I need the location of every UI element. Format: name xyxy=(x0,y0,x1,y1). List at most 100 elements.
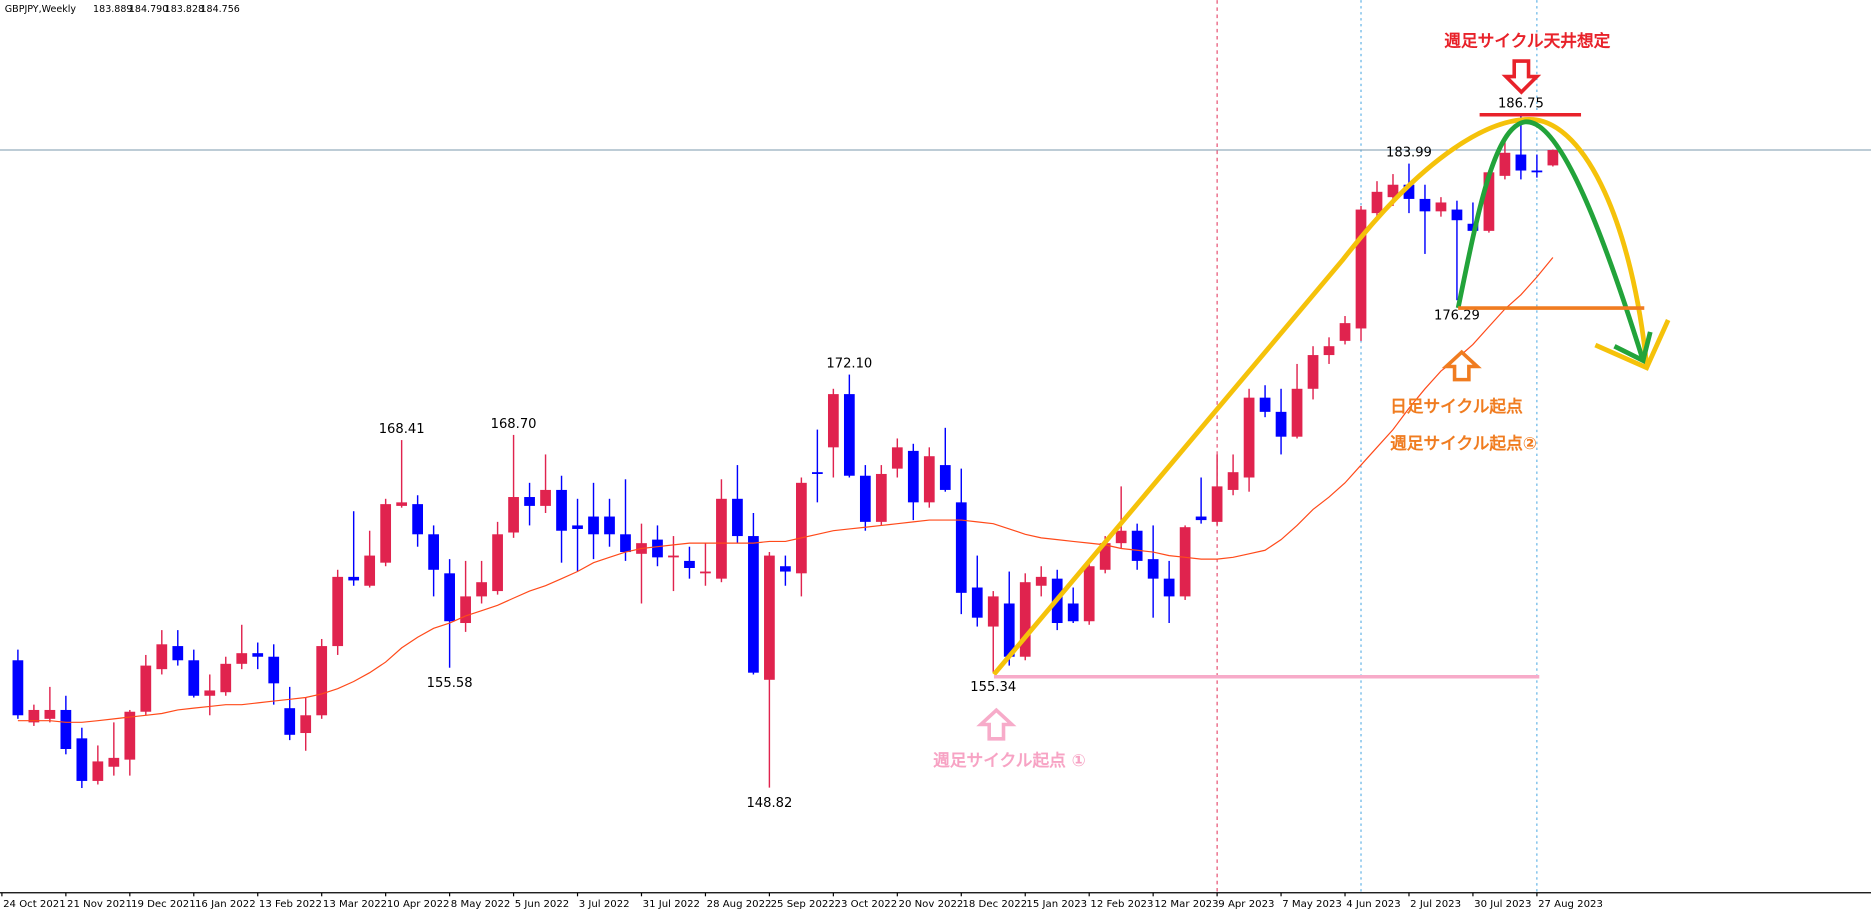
candle-body xyxy=(1179,527,1191,597)
candle-body xyxy=(12,660,24,716)
candle-body xyxy=(300,715,312,734)
header-value: 183.889 xyxy=(93,4,132,15)
candle-body xyxy=(859,475,871,522)
candle-body xyxy=(236,653,248,664)
header-value: 184.756 xyxy=(200,4,239,15)
candle-body xyxy=(796,482,807,574)
candle-body xyxy=(1547,150,1559,166)
annotation-text: 日足サイクル起点 xyxy=(1390,396,1523,416)
high-label: 186.75 xyxy=(1498,96,1544,111)
candle-body xyxy=(1275,411,1287,437)
x-tick-label: 20 Nov 2022 xyxy=(899,899,964,910)
annotation-layer: 週足サイクル天井想定 日足サイクル起点 週足サイクル起点② 週足サイクル起点 ① xyxy=(933,31,1671,770)
x-tick-label: 30 Jul 2023 xyxy=(1474,899,1531,910)
high-label: 183.99 xyxy=(1386,145,1432,160)
candle-body xyxy=(987,596,999,627)
candle-body xyxy=(92,761,104,781)
x-tick-label: 12 Mar 2023 xyxy=(1154,899,1218,910)
candle-body xyxy=(748,536,759,673)
x-tick-label: 25 Sep 2022 xyxy=(771,899,835,910)
candle-body xyxy=(907,450,919,503)
x-tick-label: 16 Jan 2022 xyxy=(195,899,256,910)
candle-body xyxy=(1323,346,1335,356)
green-arrowhead xyxy=(1613,331,1653,365)
candle-body xyxy=(540,489,551,506)
moving-average-line xyxy=(17,257,1554,723)
x-tick-label: 21 Nov 2021 xyxy=(67,899,132,910)
candle-body xyxy=(1131,530,1143,561)
candle-body xyxy=(188,660,200,696)
candle-body xyxy=(156,644,168,670)
down-arrow xyxy=(1501,59,1542,95)
candle-body xyxy=(1403,184,1415,199)
candle-body xyxy=(508,497,519,533)
candle-body xyxy=(1035,576,1047,586)
low-label: 176.29 xyxy=(1434,308,1480,323)
x-tick-label: 2 Jul 2023 xyxy=(1410,899,1461,910)
candle-body xyxy=(140,665,152,712)
candle-body xyxy=(955,502,967,593)
candle-body xyxy=(1371,191,1383,214)
candle-body xyxy=(1515,154,1527,171)
yellow-cycle-curve xyxy=(992,117,1650,676)
candle-body xyxy=(1243,397,1255,478)
candle-body xyxy=(1355,209,1367,329)
candle-body xyxy=(1227,472,1239,490)
candle-body xyxy=(1003,603,1015,657)
high-label: 172.10 xyxy=(826,356,872,371)
annotation-text: 週足サイクル起点② xyxy=(1390,433,1537,453)
candle-body xyxy=(1259,397,1271,412)
high-label: 168.70 xyxy=(491,417,537,432)
candle-body xyxy=(476,582,487,597)
candle-body xyxy=(1019,582,1031,657)
candle-body xyxy=(1083,566,1095,622)
candle-body xyxy=(460,596,471,624)
x-tick-label: 13 Feb 2022 xyxy=(259,899,322,910)
candle-body xyxy=(172,646,184,661)
x-tick-label: 23 Oct 2022 xyxy=(835,899,898,910)
x-tick-label: 4 Jun 2023 xyxy=(1346,899,1400,910)
candle-body xyxy=(1067,603,1079,622)
candle-body xyxy=(76,738,88,781)
x-tick-label: 24 Oct 2021 xyxy=(3,899,66,910)
x-tick-label: 9 Apr 2023 xyxy=(1218,899,1274,910)
candle-body xyxy=(364,555,376,586)
header-value: 183.828 xyxy=(165,4,204,15)
candle-body xyxy=(204,690,216,696)
candle-body xyxy=(1387,184,1399,198)
candle-body xyxy=(44,709,56,719)
candle-body xyxy=(971,587,983,618)
candle-body xyxy=(268,656,280,684)
green-cycle-curve xyxy=(1455,119,1646,362)
candle-body xyxy=(716,498,727,579)
up-arrow xyxy=(1441,349,1482,382)
chart-title: GBPJPY,Weekly xyxy=(5,4,77,15)
x-tick-label: 3 Jul 2022 xyxy=(579,899,630,910)
candle-body xyxy=(124,711,136,760)
candle-body xyxy=(444,573,455,622)
x-tick-label: 27 Aug 2023 xyxy=(1538,899,1603,910)
annotation-text: 週足サイクル天井想定 xyxy=(1444,31,1610,51)
candle-body xyxy=(1211,486,1223,522)
candle-body xyxy=(684,560,695,569)
candle-body xyxy=(923,456,935,503)
annotation-text: 週足サイクル起点 ① xyxy=(933,750,1086,770)
candle-body xyxy=(60,709,72,749)
candle-body xyxy=(1339,323,1351,341)
candle-body xyxy=(220,663,232,693)
low-label: 155.58 xyxy=(427,676,473,691)
candle-body xyxy=(843,394,855,476)
candle-body xyxy=(1499,152,1511,176)
low-label: 148.82 xyxy=(746,796,792,811)
candle-body xyxy=(412,504,424,535)
header-value: 184.790 xyxy=(129,4,168,15)
x-tick-label: 5 Jun 2022 xyxy=(515,899,569,910)
candle-body xyxy=(556,489,567,531)
candle-body xyxy=(1483,172,1495,231)
candle-body xyxy=(1291,388,1303,437)
candle-body xyxy=(492,534,503,592)
candle-body xyxy=(891,447,903,469)
candle-body xyxy=(396,502,408,506)
